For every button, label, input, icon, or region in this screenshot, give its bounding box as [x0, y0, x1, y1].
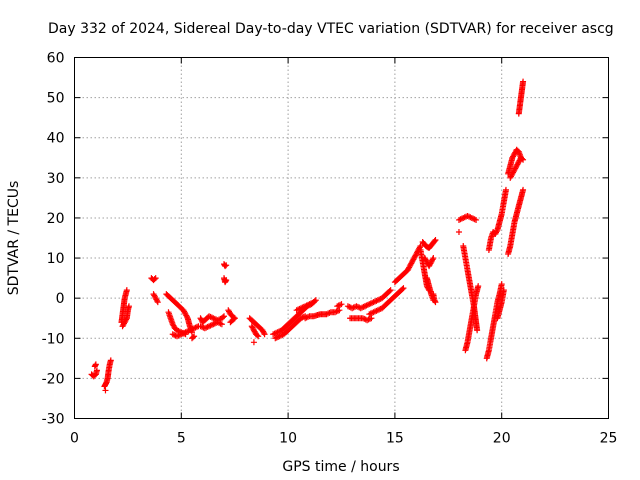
data-point: [230, 316, 237, 323]
data-point: [334, 307, 341, 314]
y-tick-label: 30: [47, 171, 65, 187]
data-point: [250, 339, 257, 346]
data-point: [102, 387, 109, 394]
data-point: [191, 333, 198, 340]
data-point: [324, 310, 331, 317]
data-point: [354, 303, 361, 310]
data-point: [350, 304, 357, 311]
y-tick-label: 40: [47, 131, 65, 147]
plot-frame: [74, 57, 609, 419]
data-point: [219, 314, 226, 321]
data-point: [154, 297, 161, 304]
data-point: [305, 313, 312, 320]
data-point: [338, 301, 345, 308]
data-point: [222, 263, 229, 270]
data-point: [337, 301, 344, 308]
x-tick-label: 10: [279, 431, 297, 447]
data-point: [152, 275, 159, 282]
y-tick-label: 20: [47, 211, 65, 227]
data-point: [254, 332, 261, 339]
data-point: [430, 255, 437, 262]
y-tick-label: 50: [47, 91, 65, 107]
data-point: [400, 285, 407, 292]
y-axis-label: SDTVAR / TECUs: [6, 181, 22, 296]
data-point: [361, 315, 368, 322]
grid-lines: [74, 57, 609, 419]
data-point: [151, 276, 158, 283]
y-tick-label: 60: [47, 51, 65, 67]
x-tick-labels: 0 5 10 15 20 25: [70, 431, 617, 447]
x-axis-label: GPS time / hours: [282, 459, 399, 475]
data-point: [498, 281, 505, 288]
data-point: [326, 309, 333, 316]
data-point: [432, 299, 439, 306]
data-point: [223, 277, 230, 284]
data-point: [336, 307, 343, 314]
data-point: [335, 302, 342, 309]
data-point: [517, 156, 524, 163]
y-tick-label: -20: [42, 371, 65, 387]
x-tick-label: 15: [386, 431, 404, 447]
data-point: [311, 298, 318, 305]
data-point: [475, 283, 482, 290]
y-tick-label: -30: [42, 412, 65, 428]
data-point: [455, 228, 462, 235]
data-point: [365, 316, 372, 323]
data-point: [429, 256, 436, 263]
data-point: [346, 303, 353, 310]
data-point: [125, 303, 132, 310]
data-point: [399, 286, 406, 293]
data-point: [303, 314, 310, 321]
data-point: [333, 308, 340, 315]
x-tick-label: 0: [70, 431, 79, 447]
y-tick-label: -10: [42, 331, 65, 347]
data-point: [223, 262, 230, 269]
y-tick-label: 0: [56, 291, 65, 307]
data-point: [387, 287, 394, 294]
data-point: [260, 329, 267, 336]
data-point: [154, 299, 161, 306]
data-point: [473, 216, 480, 223]
chart-title: Day 332 of 2024, Sidereal Day-to-day VTE…: [48, 21, 614, 37]
data-point: [432, 237, 439, 244]
data-point: [198, 323, 205, 330]
data-point: [93, 367, 100, 374]
data-point: [231, 315, 238, 322]
data-point: [261, 331, 268, 338]
data-point: [123, 287, 130, 294]
data-point: [312, 297, 319, 304]
data-point: [502, 186, 509, 193]
data-point: [493, 228, 500, 235]
y-tick-labels: -30 -20 -10 0 10 20 30 40 50 60: [42, 51, 65, 428]
data-points: [88, 78, 527, 394]
data-point: [221, 313, 228, 320]
data-point: [255, 333, 262, 340]
data-point: [123, 316, 130, 323]
data-point: [416, 244, 423, 251]
data-point: [218, 321, 225, 328]
data-point: [520, 78, 527, 85]
x-tick-label: 25: [600, 431, 618, 447]
data-point: [217, 320, 224, 327]
data-point: [190, 334, 197, 341]
x-tick-label: 20: [493, 431, 511, 447]
data-point: [517, 154, 524, 161]
data-point: [366, 315, 373, 322]
data-point: [474, 327, 481, 334]
x-tick-label: 5: [177, 431, 186, 447]
data-point: [92, 361, 99, 368]
data-point: [107, 357, 114, 364]
data-point: [183, 313, 190, 320]
data-point: [368, 315, 375, 322]
axis-ticks: [74, 57, 609, 419]
data-point: [500, 287, 507, 294]
data-point: [520, 186, 527, 193]
data-point: [386, 288, 393, 295]
data-point: [171, 331, 178, 338]
y-tick-label: 10: [47, 251, 65, 267]
data-point: [431, 238, 438, 245]
